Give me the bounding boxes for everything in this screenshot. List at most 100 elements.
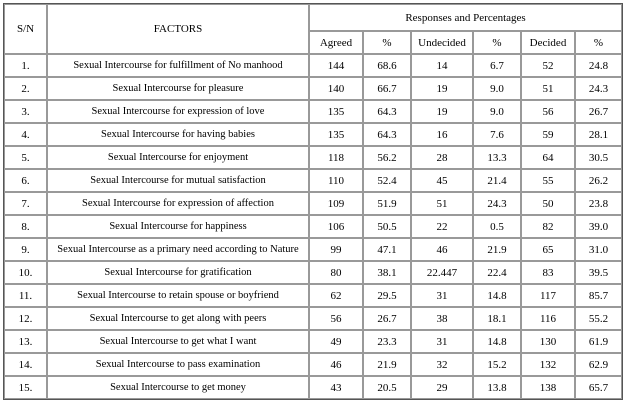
header-cell: %	[575, 31, 623, 54]
table-cell: 22	[411, 215, 473, 238]
table-cell: 144	[309, 54, 363, 77]
table-cell: 62.9	[575, 353, 623, 376]
table-cell: 56	[521, 100, 575, 123]
table-cell: 80	[309, 261, 363, 284]
table-cell: 132	[521, 353, 575, 376]
table-row: 1. Sexual Intercourse for fulfillment of …	[4, 54, 623, 77]
table-cell: 29.5	[363, 284, 411, 307]
table-cell: 59	[521, 123, 575, 146]
header-cell: S/N	[4, 4, 47, 54]
factor-cell: Sexual Intercourse to get what I want	[47, 330, 309, 353]
table-row: 6. Sexual Intercourse for mutual satisfac…	[4, 169, 623, 192]
table-cell: 28.1	[575, 123, 623, 146]
factor-cell: Sexual Intercourse to retain spouse or b…	[47, 284, 309, 307]
table-cell: 51	[411, 192, 473, 215]
table-cell: 55	[521, 169, 575, 192]
table-cell: 109	[309, 192, 363, 215]
table-cell: 65.7	[575, 376, 623, 399]
table-cell: 18.1	[473, 307, 521, 330]
table-cell: 26.7	[363, 307, 411, 330]
table-row: 13. Sexual Intercourse to get what I want…	[4, 330, 623, 353]
table-cell: 31.0	[575, 238, 623, 261]
factor-cell: Sexual Intercourse for enjoyment	[47, 146, 309, 169]
table-cell: 38.1	[363, 261, 411, 284]
table-cell: 45	[411, 169, 473, 192]
table-cell: 24.3	[473, 192, 521, 215]
table-cell: 118	[309, 146, 363, 169]
factor-cell: Sexual Intercourse for having babies	[47, 123, 309, 146]
table-cell: 10.	[4, 261, 47, 284]
table-cell: 135	[309, 123, 363, 146]
table-cell: 13.8	[473, 376, 521, 399]
table-cell: 64.3	[363, 100, 411, 123]
factor-cell: Sexual Intercourse as a primary need acc…	[47, 238, 309, 261]
table-cell: 5.	[4, 146, 47, 169]
factor-cell: Sexual Intercourse for happiness	[47, 215, 309, 238]
table-cell: 1.	[4, 54, 47, 77]
table-cell: 29	[411, 376, 473, 399]
table-cell: 106	[309, 215, 363, 238]
table-cell: 19	[411, 77, 473, 100]
table-cell: 0.5	[473, 215, 521, 238]
table-cell: 46	[411, 238, 473, 261]
table-cell: 9.	[4, 238, 47, 261]
table-cell: 6.7	[473, 54, 521, 77]
table-cell: 52	[521, 54, 575, 77]
table-row: 2. Sexual Intercourse for pleasure 140 66.7…	[4, 77, 623, 100]
table-cell: 32	[411, 353, 473, 376]
table-cell: 2.	[4, 77, 47, 100]
table-cell: 50.5	[363, 215, 411, 238]
table-cell: 50	[521, 192, 575, 215]
table-cell: 16	[411, 123, 473, 146]
table-cell: 85.7	[575, 284, 623, 307]
header-cell: %	[473, 31, 521, 54]
table-cell: 21.9	[473, 238, 521, 261]
table-cell: 3.	[4, 100, 47, 123]
table-cell: 61.9	[575, 330, 623, 353]
table-cell: 12.	[4, 307, 47, 330]
table-cell: 138	[521, 376, 575, 399]
table: S/N FACTORS Responses and Percentages Ag…	[3, 3, 624, 400]
table-cell: 26.7	[575, 100, 623, 123]
table-cell: 20.5	[363, 376, 411, 399]
table-cell: 56	[309, 307, 363, 330]
table-row: 12. Sexual Intercourse to get along with …	[4, 307, 623, 330]
table-cell: 13.	[4, 330, 47, 353]
table-cell: 83	[521, 261, 575, 284]
table-cell: 7.	[4, 192, 47, 215]
table-cell: 14.8	[473, 284, 521, 307]
table-cell: 39.5	[575, 261, 623, 284]
table-row: 14. Sexual Intercourse to pass examinatio…	[4, 353, 623, 376]
table-cell: 8.	[4, 215, 47, 238]
header-cell: Decided	[521, 31, 575, 54]
table-cell: 51	[521, 77, 575, 100]
table-row: 8. Sexual Intercourse for happiness 106 50.…	[4, 215, 623, 238]
table-cell: 62	[309, 284, 363, 307]
header-cell: Undecided	[411, 31, 473, 54]
table-cell: 6.	[4, 169, 47, 192]
factor-cell: Sexual Intercourse to get money	[47, 376, 309, 399]
table-row: 11. Sexual Intercourse to retain spouse o…	[4, 284, 623, 307]
table-row: 15. Sexual Intercourse to get money 43 20.5…	[4, 376, 623, 399]
table-row: 9. Sexual Intercourse as a primary need a…	[4, 238, 623, 261]
table-cell: 56.2	[363, 146, 411, 169]
table-cell: 14	[411, 54, 473, 77]
table-cell: 116	[521, 307, 575, 330]
table-cell: 68.6	[363, 54, 411, 77]
table-cell: 135	[309, 100, 363, 123]
table-cell: 110	[309, 169, 363, 192]
table-cell: 31	[411, 284, 473, 307]
table-cell: 51.9	[363, 192, 411, 215]
factor-cell: Sexual Intercourse for expression of lov…	[47, 100, 309, 123]
table-cell: 55.2	[575, 307, 623, 330]
table-cell: 4.	[4, 123, 47, 146]
factor-cell: Sexual Intercourse for gratification	[47, 261, 309, 284]
table-cell: 64.3	[363, 123, 411, 146]
table-cell: 24.3	[575, 77, 623, 100]
header-cell: Responses and Percentages	[309, 4, 623, 31]
table-cell: 19	[411, 100, 473, 123]
table-row: 7. Sexual Intercourse for expression of a…	[4, 192, 623, 215]
table-cell: 22.4	[473, 261, 521, 284]
factor-cell: Sexual Intercourse to get along with pee…	[47, 307, 309, 330]
table-cell: 14.8	[473, 330, 521, 353]
